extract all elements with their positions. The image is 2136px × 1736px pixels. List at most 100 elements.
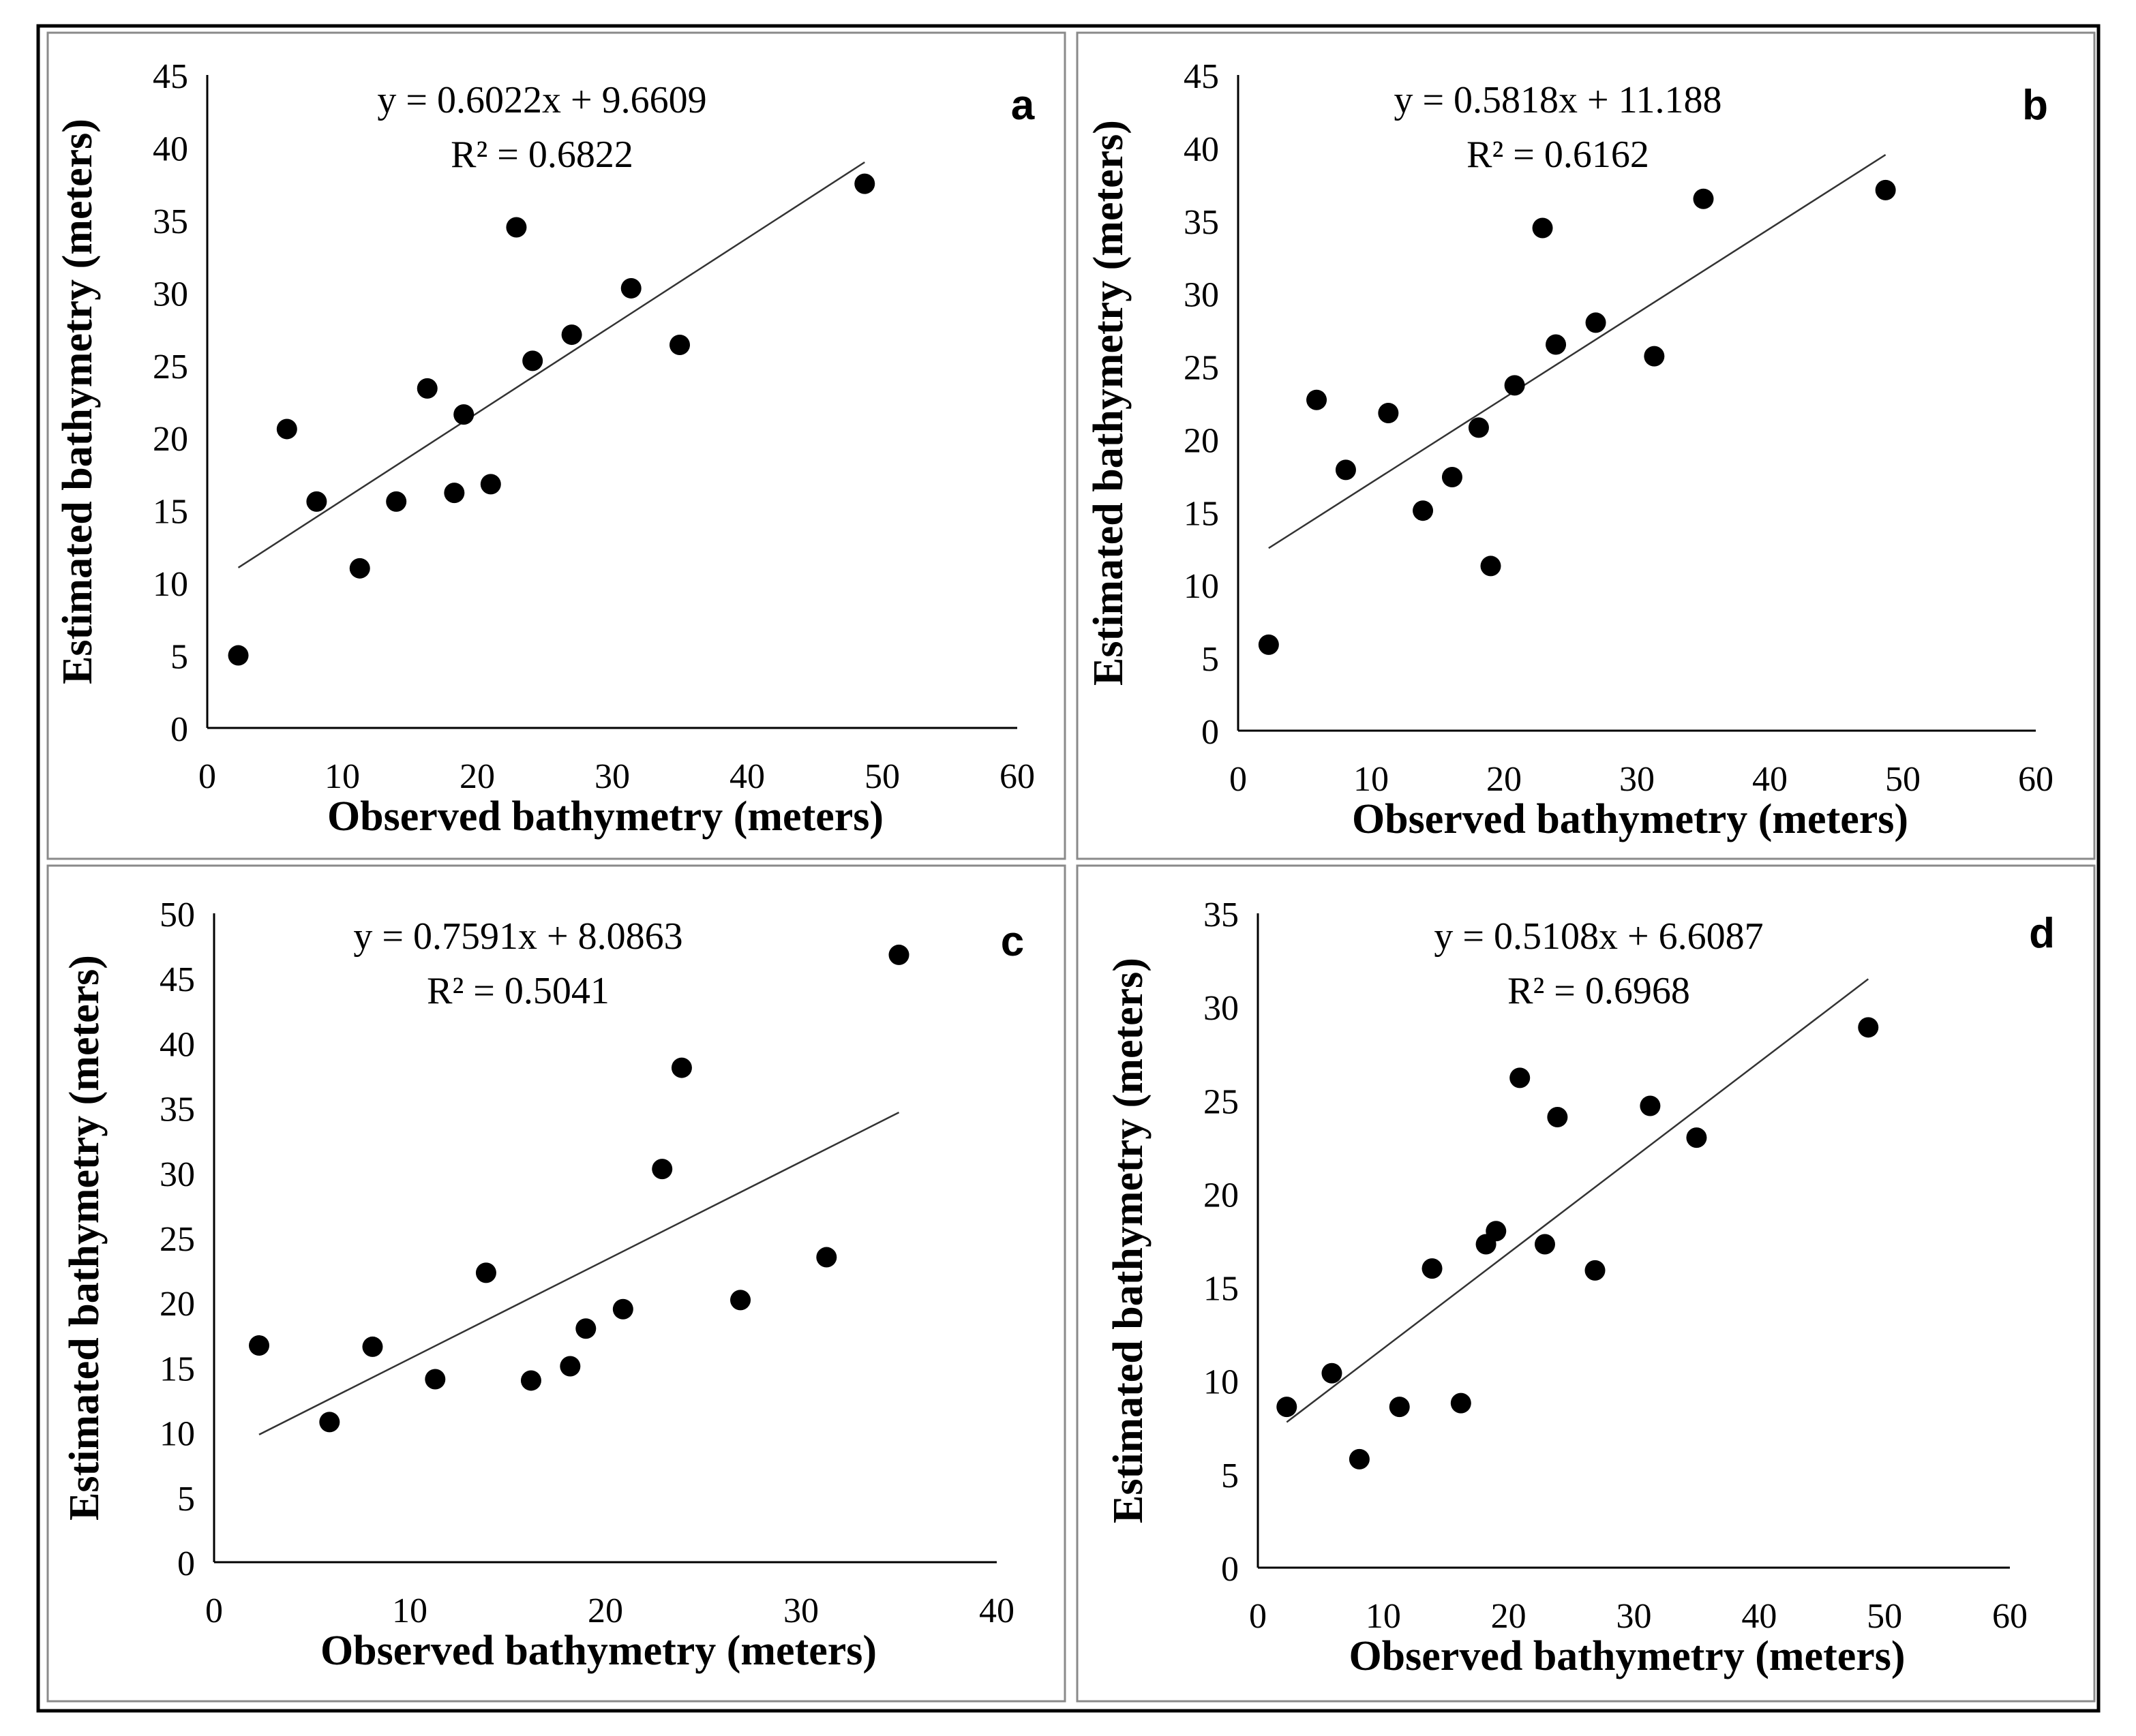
data-point [522, 350, 543, 371]
y-tick-label: 45 [1184, 57, 1219, 96]
x-tick-label: 60 [999, 757, 1035, 796]
data-point [1693, 188, 1714, 209]
data-point [306, 491, 327, 512]
regression-equation: y = 0.6022x + 9.6609 [377, 79, 706, 121]
data-point [854, 173, 875, 194]
y-tick-label: 20 [1184, 421, 1219, 460]
data-point [1585, 312, 1606, 333]
x-axis-title: Observed bathymetry (meters) [327, 793, 884, 840]
data-point [1276, 1397, 1297, 1418]
y-tick-label: 25 [160, 1220, 195, 1259]
y-axis-title: Estimated bathymetry (meters) [1105, 958, 1152, 1523]
y-tick-label: 10 [153, 565, 188, 604]
data-point [1875, 179, 1896, 200]
y-tick-label: 40 [1184, 130, 1219, 169]
y-tick-label: 15 [1203, 1270, 1239, 1309]
data-point [1686, 1127, 1707, 1148]
data-point [1450, 1392, 1471, 1414]
x-tick-label: 40 [729, 757, 765, 796]
data-point [386, 491, 407, 512]
data-point [671, 1057, 692, 1078]
y-axis-title: Estimated bathymetry (meters) [61, 955, 108, 1521]
x-tick-label: 40 [1752, 760, 1788, 799]
y-tick-label: 20 [153, 420, 188, 459]
data-point [652, 1159, 673, 1180]
y-tick-label: 50 [160, 896, 195, 934]
y-tick-label: 30 [160, 1155, 195, 1194]
panel-b: 0 5 10 15 20 25 30 35 40 45 0 10 20 30 40 50 60 Observed … [1076, 31, 2096, 860]
data-point [1413, 500, 1434, 521]
y-tick-label: 5 [1221, 1457, 1239, 1495]
x-tick-label: 30 [783, 1592, 819, 1630]
data-point [1504, 375, 1525, 396]
y-tick-label: 5 [177, 1480, 195, 1519]
y-tick-label: 5 [1201, 640, 1219, 679]
y-tick-label: 5 [170, 638, 188, 677]
x-tick-label: 10 [1366, 1597, 1401, 1636]
data-point [1480, 555, 1501, 577]
r-squared-label: R² = 0.5041 [427, 970, 610, 1012]
data-point [1486, 1221, 1507, 1242]
data-point [1534, 1234, 1555, 1255]
y-tick-label: 10 [160, 1415, 195, 1454]
x-tick-label: 30 [595, 757, 630, 796]
y-tick-label: 45 [160, 960, 195, 999]
trendline [1286, 978, 1869, 1423]
x-tick-label: 20 [1491, 1597, 1526, 1636]
x-tick-label: 0 [205, 1592, 223, 1630]
x-tick-label: 60 [1992, 1597, 2028, 1636]
x-tick-label: 10 [392, 1592, 427, 1630]
x-tick-label: 0 [1229, 760, 1247, 799]
data-point [670, 334, 690, 355]
panel-label: d [2029, 910, 2055, 957]
figure-outer-frame [36, 24, 2101, 1713]
x-tick-label: 20 [588, 1592, 623, 1630]
data-point [1858, 1017, 1879, 1038]
data-point [349, 558, 370, 579]
data-point [888, 944, 909, 965]
y-tick-label: 35 [153, 202, 188, 241]
y-tick-label: 35 [1203, 896, 1239, 934]
x-tick-label: 50 [864, 757, 900, 796]
y-tick-label: 10 [1184, 567, 1219, 606]
data-point [520, 1370, 541, 1391]
data-point [249, 1335, 270, 1356]
data-point [1335, 459, 1356, 481]
data-point [575, 1318, 597, 1339]
panel-frame [1076, 31, 2096, 860]
data-point [620, 277, 642, 299]
y-tick-label: 20 [160, 1285, 195, 1324]
data-point [560, 1356, 581, 1377]
data-point [1644, 346, 1665, 367]
y-tick-label: 25 [1203, 1082, 1239, 1121]
y-tick-label: 40 [160, 1025, 195, 1064]
data-point [561, 324, 582, 346]
panel-label: b [2022, 82, 2048, 129]
y-tick-label: 35 [160, 1091, 195, 1129]
y-tick-label: 20 [1203, 1176, 1239, 1215]
x-tick-label: 50 [1867, 1597, 1902, 1636]
y-tick-label: 35 [1184, 203, 1219, 242]
data-point [362, 1336, 383, 1357]
y-tick-label: 25 [153, 348, 188, 386]
panel-d: 0 5 10 15 20 25 30 35 0 10 20 30 40 50 60 Observed bath… [1076, 864, 2096, 1703]
data-point [1306, 389, 1327, 410]
data-point [1532, 217, 1553, 239]
data-point [1389, 1397, 1410, 1418]
x-axis-title: Observed bathymetry (meters) [320, 1628, 877, 1674]
y-tick-label: 15 [160, 1350, 195, 1388]
data-point [1468, 417, 1489, 438]
panel-frame [1076, 864, 2096, 1703]
data-point [1441, 467, 1462, 488]
r-squared-label: R² = 0.6162 [1466, 134, 1649, 176]
data-point [1422, 1258, 1443, 1279]
y-tick-label: 30 [1203, 989, 1239, 1028]
data-point [425, 1369, 446, 1390]
x-tick-label: 20 [460, 757, 495, 796]
panel-a: 0 5 10 15 20 25 30 35 40 45 0 10 20 30 40 50 60 Observed … [46, 31, 1066, 860]
data-point [228, 645, 249, 666]
data-point [730, 1290, 751, 1311]
x-tick-label: 30 [1616, 1597, 1652, 1636]
x-tick-label: 20 [1486, 760, 1522, 799]
